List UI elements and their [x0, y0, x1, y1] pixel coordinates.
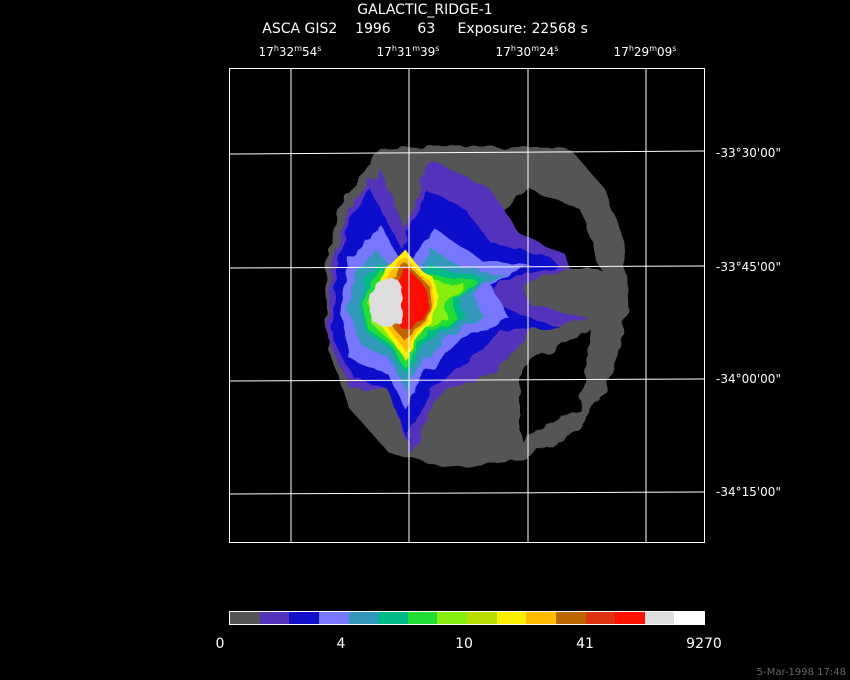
- color-scale-swatch: [407, 612, 438, 624]
- xray-image: [230, 69, 704, 542]
- dec-label: -34°15'00": [716, 485, 781, 499]
- color-scale-swatch: [259, 612, 290, 624]
- timestamp: 5-Mar-1998 17:48: [756, 667, 846, 678]
- color-scale-swatch: [467, 612, 497, 624]
- color-scale-swatch: [674, 612, 704, 624]
- color-scale-swatch: [289, 612, 319, 624]
- color-scale-swatch: [526, 612, 556, 624]
- xray-image-frame: [229, 68, 705, 543]
- color-scale-swatch: [555, 612, 586, 624]
- color-scale-swatch: [230, 612, 260, 624]
- ra-label: 17h29m09s: [613, 44, 677, 59]
- color-scale-bar: [229, 611, 705, 625]
- dec-label: -34°00'00": [716, 372, 781, 386]
- color-scale-swatch: [378, 612, 408, 624]
- observation-info: ASCA GIS2 1996 63 Exposure: 22568 s: [262, 21, 588, 37]
- color-scale-swatch: [615, 612, 645, 624]
- emission-core: [370, 277, 404, 327]
- scale-label: 9270: [686, 636, 722, 652]
- scale-label: 0: [215, 636, 225, 652]
- color-scale-swatch: [348, 612, 379, 624]
- color-scale-swatch: [437, 612, 467, 624]
- dec-label: -33°30'00": [716, 146, 781, 160]
- color-scale-swatch: [644, 612, 675, 624]
- ra-label: 17h31m39s: [376, 44, 440, 59]
- coordinate-grid: [230, 69, 704, 542]
- scale-label: 4: [336, 636, 346, 652]
- ra-label: 17h30m24s: [495, 44, 559, 59]
- scale-label: 41: [576, 636, 594, 652]
- image-title: GALACTIC_RIDGE-1: [357, 2, 493, 18]
- scale-label: 10: [455, 636, 473, 652]
- ra-label: 17h32m54s: [258, 44, 322, 59]
- dec-label: -33°45'00": [716, 260, 781, 274]
- color-scale-swatch: [496, 612, 527, 624]
- color-scale-swatch: [585, 612, 616, 624]
- color-scale-swatch: [318, 612, 349, 624]
